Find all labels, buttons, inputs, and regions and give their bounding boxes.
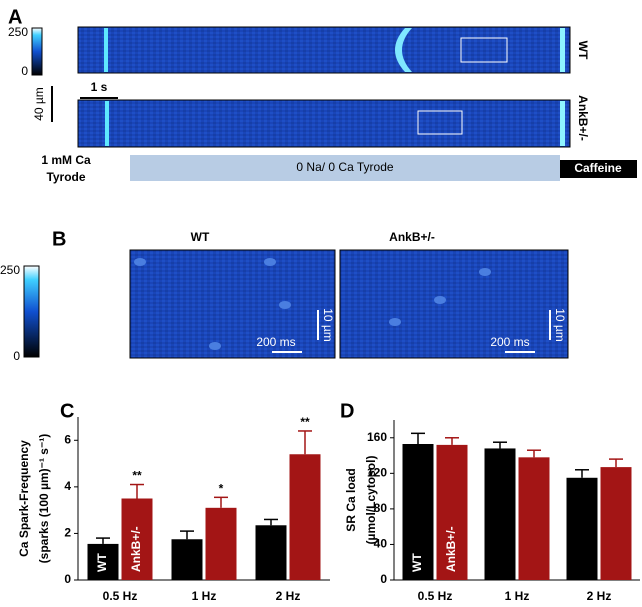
x-tick-label: 1 Hz <box>505 589 530 603</box>
significance: ** <box>132 469 142 483</box>
bar <box>87 543 119 580</box>
panel-label: A <box>8 6 22 28</box>
colorbar <box>31 27 43 76</box>
scale-label: 200 ms <box>256 335 295 349</box>
bar <box>205 507 237 580</box>
solution-bar <box>560 160 637 178</box>
ca-wave <box>395 28 412 72</box>
y-tick-label: 2 <box>64 526 71 540</box>
x-tick-label: 2 Hz <box>276 589 301 603</box>
scale-label: 200 ms <box>490 335 529 349</box>
roi <box>460 37 508 63</box>
y-tick-label: 160 <box>367 430 387 444</box>
spark-image <box>339 249 569 359</box>
transient <box>560 101 565 146</box>
transient <box>560 28 565 72</box>
scale-label: 40 µm <box>32 87 46 121</box>
colorbar-tick: 0 <box>21 64 28 78</box>
scale-label: 10 µm <box>553 308 567 342</box>
legend-label: AnkB+/- <box>444 526 458 572</box>
y-tick-label: 40 <box>374 537 388 551</box>
x-tick-label: 2 Hz <box>587 589 612 603</box>
colorbar <box>23 265 40 358</box>
roi <box>417 110 463 135</box>
y-tick-label: 0 <box>64 572 71 586</box>
colorbar-tick: 0 <box>13 349 20 363</box>
significance: * <box>219 482 224 496</box>
x-tick-label: 0.5 Hz <box>418 589 453 603</box>
spark-image <box>129 249 336 359</box>
y-axis-label: SR Ca load <box>344 468 358 531</box>
transient <box>104 28 108 72</box>
bar <box>402 444 434 580</box>
row-label: WT <box>576 41 590 60</box>
x-tick-label: 1 Hz <box>192 589 217 603</box>
legend-label: AnkB+/- <box>129 526 143 572</box>
legend-label: WT <box>95 553 109 572</box>
y-axis-label: (µmol/Lcytosol) <box>364 456 378 545</box>
image-title: WT <box>191 230 210 244</box>
bar <box>566 477 598 580</box>
solution-label: Caffeine <box>574 161 622 175</box>
x-tick-label: 0.5 Hz <box>103 589 138 603</box>
bar <box>484 448 516 580</box>
scale-label: 10 µm <box>321 308 335 342</box>
panel-label: B <box>52 228 66 250</box>
bar <box>171 539 203 580</box>
solution-label: Tyrode <box>46 170 85 184</box>
bar <box>255 525 287 580</box>
y-tick-label: 0 <box>380 572 387 586</box>
panel-label: C <box>60 400 74 422</box>
y-tick-label: 120 <box>367 466 387 480</box>
bar <box>518 457 550 580</box>
linescan <box>77 26 571 74</box>
bar <box>436 444 468 580</box>
y-tick-label: 6 <box>64 432 71 446</box>
bar <box>289 454 321 580</box>
bar <box>600 467 632 580</box>
y-tick-label: 4 <box>64 479 71 493</box>
image-title: AnkB+/- <box>389 230 435 244</box>
sparks <box>134 258 491 350</box>
colorbar-tick: 250 <box>0 263 20 277</box>
significance: ** <box>300 415 310 429</box>
solution-bar <box>130 155 560 181</box>
panel-label: D <box>340 400 354 422</box>
y-tick-label: 80 <box>374 501 388 515</box>
legend-label: WT <box>410 553 424 572</box>
solution-label: 1 mM Ca <box>41 153 91 167</box>
y-axis-label: (sparks (100 µm)⁻¹ s⁻¹) <box>37 434 51 564</box>
colorbar-tick: 250 <box>8 25 28 39</box>
row-label: AnkB+/- <box>576 95 590 141</box>
bar <box>121 498 153 580</box>
scale-label: 1 s <box>91 80 108 94</box>
y-axis-label: Ca Spark-Frequency <box>17 440 31 557</box>
transient <box>105 101 109 146</box>
solution-label: 0 Na/ 0 Ca Tyrode <box>296 160 393 174</box>
linescan <box>77 99 571 148</box>
